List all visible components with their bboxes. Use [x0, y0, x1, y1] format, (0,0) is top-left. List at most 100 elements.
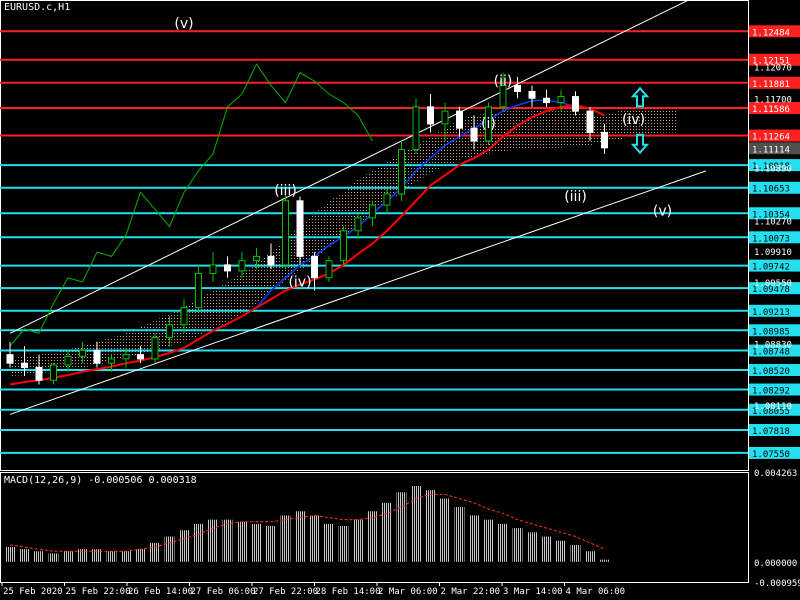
macd-bar [396, 492, 407, 562]
price-tick-label: 1.09910 [754, 248, 792, 258]
candle [499, 84, 507, 108]
price-channel [9, 0, 707, 415]
time-tick-label: 26 Feb 14:00 [128, 587, 193, 597]
ma-fast-line [9, 104, 605, 386]
macd-bar [309, 515, 320, 562]
macd-bar [164, 536, 175, 562]
support-13-box [749, 446, 800, 459]
macd-bar [106, 551, 117, 562]
candle [35, 366, 43, 381]
time-tick-label: 4 Mar 06:00 [566, 587, 626, 597]
support-5-box [749, 282, 800, 295]
macd-bar [179, 530, 189, 562]
support-5-label: 1.09478 [752, 285, 790, 295]
macd-bar [440, 498, 450, 562]
candles [6, 72, 608, 385]
support-3-label: 1.10073 [752, 234, 790, 244]
time-tick-label: 25 Feb 22:00 [66, 587, 131, 597]
candle [572, 96, 579, 112]
support-2-box [749, 207, 800, 220]
candle [369, 204, 376, 219]
candle [166, 324, 173, 339]
time-tick-label: 3 Mar 14:00 [503, 587, 563, 597]
wave-label: (iv) [622, 112, 645, 128]
macd-bar [295, 511, 305, 562]
resistance-2-label: 1.11881 [752, 80, 790, 90]
candle [383, 193, 391, 206]
macd-bar [382, 502, 392, 562]
current-price-label: 1.11114 [752, 145, 790, 155]
support-6-box [749, 304, 800, 317]
support-9-box [749, 364, 800, 377]
candle [311, 255, 318, 279]
main-grid [0, 0, 749, 471]
candle [21, 362, 28, 368]
support-2-label: 1.10354 [752, 210, 790, 220]
macd-panel: 0.004263 0.000000 -0.000959 [0, 469, 800, 589]
candle [325, 260, 333, 279]
candle [543, 97, 550, 104]
cloud-area [10, 106, 677, 377]
macd-tick-label: -0.000959 [754, 579, 800, 589]
price-axis: 1.12484 1.12151 1.11881 1.11586 1.11264 1.109… [749, 25, 800, 460]
candle [586, 110, 594, 133]
ma-slow-line [255, 99, 576, 309]
support-12-label: 1.07818 [752, 427, 790, 437]
wave-label: (iv) [288, 274, 311, 290]
resistance-3-box [749, 102, 800, 115]
candle [122, 354, 130, 360]
candle [151, 337, 159, 360]
resistance-4-label: 1.11264 [752, 133, 790, 143]
candle [470, 127, 478, 142]
time-tick-label: 28 Feb 14:00 [316, 587, 381, 597]
macd-bar [150, 542, 160, 562]
support-3-box [749, 231, 800, 244]
macd-tick-label: 0.004263 [754, 469, 797, 479]
current-price-box [749, 142, 800, 155]
time-tick-label: 2 Mar 22:00 [441, 587, 501, 597]
symbol-title: EURUSD.c,H1 [4, 2, 71, 13]
support-4-label: 1.09742 [752, 263, 790, 273]
candle [50, 364, 57, 381]
macd-bar [193, 523, 204, 562]
candle [354, 217, 362, 232]
candle [180, 307, 188, 326]
macd-bar [585, 551, 595, 562]
candle [253, 255, 260, 262]
macd-bar [237, 521, 247, 562]
candle [427, 106, 434, 125]
support-10-box [749, 383, 800, 396]
resistance-0-label: 1.12484 [752, 28, 790, 38]
main-frame [0, 0, 749, 471]
macd-bar [48, 553, 59, 562]
time-tick-label: 27 Feb 06:00 [191, 587, 256, 597]
macd-bar [251, 523, 262, 562]
support-8-label: 1.08748 [752, 348, 790, 358]
macd-bar [19, 549, 30, 562]
macd-bar [498, 523, 508, 562]
candle [6, 354, 14, 364]
resistance-2-box [749, 76, 800, 89]
support-11-box [749, 403, 800, 416]
wave-label: (v) [174, 16, 193, 32]
macd-bar [92, 549, 102, 562]
price-tick-label: 1.12070 [754, 64, 792, 74]
channel-upper-line [9, 0, 690, 334]
support-1-label: 1.10653 [752, 185, 790, 195]
macd-title: MACD(12,26,9) -0.000506 0.000318 [4, 475, 197, 486]
macd-bar [454, 507, 465, 562]
resistance-4-box [749, 129, 800, 142]
time-tick-label: 2 Mar 06:00 [378, 587, 438, 597]
candle [195, 272, 202, 309]
macd-bar [266, 525, 276, 562]
chikou-line [9, 63, 373, 347]
candle [557, 96, 565, 104]
macd-bar [121, 551, 131, 562]
candle [267, 255, 275, 266]
macd-bar [77, 549, 88, 562]
macd-tick-label: 0.000000 [754, 559, 797, 569]
support-9-label: 1.08520 [752, 367, 790, 377]
time-tick-label: 25 Feb 2020 [3, 587, 63, 597]
